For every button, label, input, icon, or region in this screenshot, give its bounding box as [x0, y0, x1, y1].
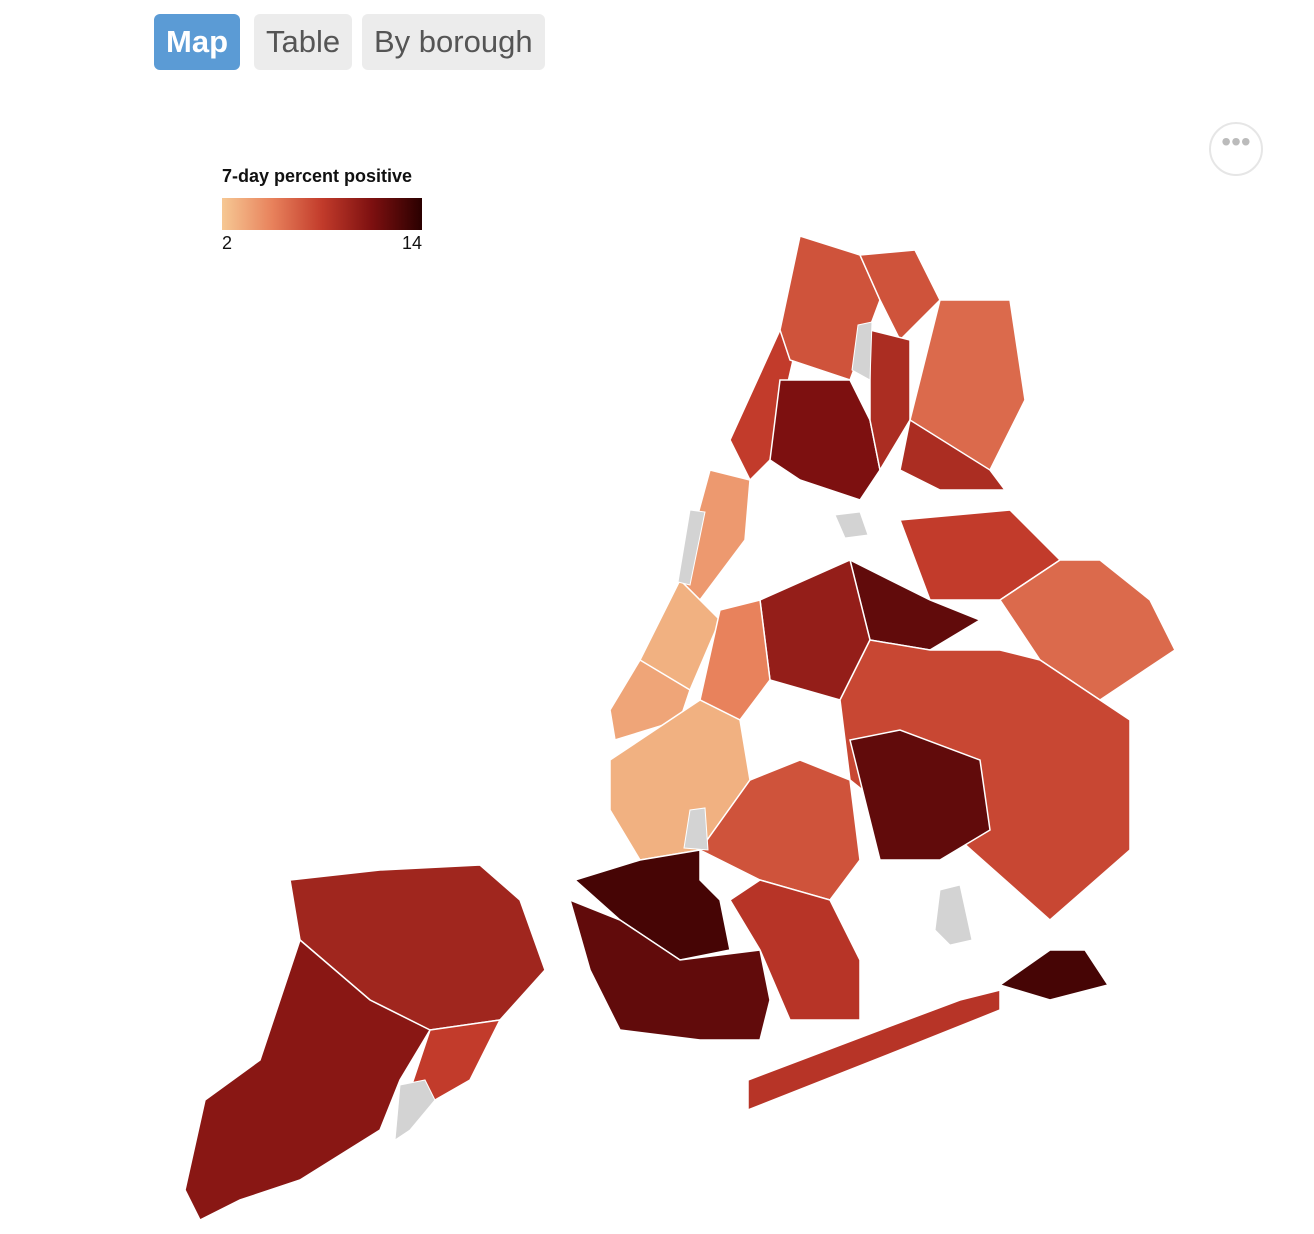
park [934, 884, 973, 946]
region [568, 898, 771, 1041]
park [394, 1079, 436, 1141]
brooklyn [568, 699, 861, 1041]
tab[interactable]: Table [254, 14, 353, 70]
legend-min: 2 [222, 233, 233, 253]
queens [699, 509, 1176, 921]
legend-title: 7-day percent positive [222, 166, 413, 186]
tab[interactable]: Map [154, 14, 240, 70]
more-button[interactable]: ••• [1209, 122, 1263, 176]
region [728, 879, 861, 1021]
bronx [769, 235, 1026, 501]
region [698, 759, 861, 901]
region [849, 729, 991, 861]
legend-max: 14 [401, 233, 422, 253]
no-data-areas [394, 321, 973, 1141]
region [998, 949, 1110, 1001]
region [869, 329, 911, 473]
tab[interactable]: By borough [362, 14, 545, 70]
region [769, 379, 881, 501]
park [851, 321, 873, 381]
rockaway [747, 949, 1110, 1112]
region [747, 989, 1001, 1112]
park [834, 511, 869, 539]
region [184, 938, 432, 1222]
park [683, 807, 709, 851]
manhattan [609, 329, 801, 741]
legend-scale [222, 198, 422, 230]
park [677, 509, 706, 586]
region [899, 418, 1007, 491]
staten-island [184, 864, 546, 1222]
region [858, 249, 941, 342]
region [699, 599, 771, 721]
